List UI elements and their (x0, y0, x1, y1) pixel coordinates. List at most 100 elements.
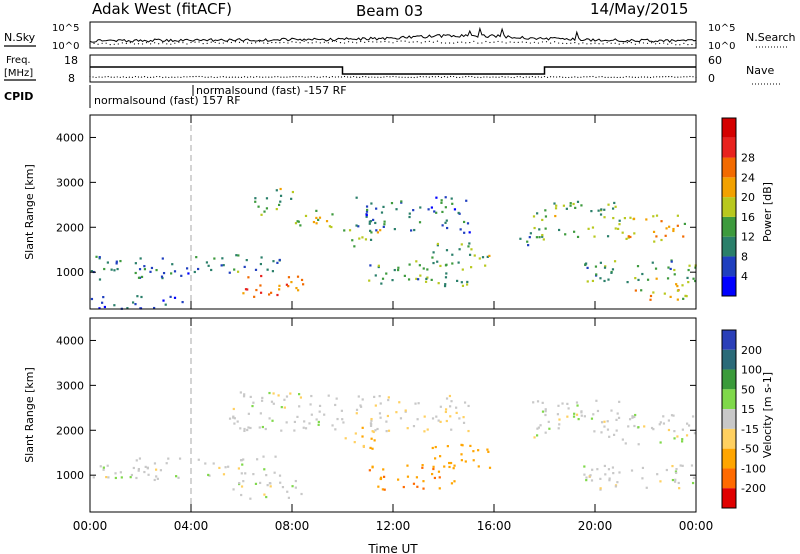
power-cell-7 (430, 206, 433, 209)
power-cell-9 (470, 266, 473, 269)
power-cell-7 (372, 218, 375, 222)
noise-search-point (578, 43, 580, 45)
power-cell-10 (614, 227, 617, 230)
power-cell-4 (275, 207, 278, 211)
nave-point (589, 76, 591, 78)
power-cell-13 (649, 298, 652, 301)
velocity-cell-0 (156, 477, 159, 480)
nave-point (168, 76, 170, 79)
velocity-cell-5 (385, 430, 388, 433)
velocity-cell-3 (289, 392, 292, 395)
velocity-cell-8 (558, 423, 561, 426)
velocity-cell-6 (422, 480, 425, 483)
power-cell-10 (565, 207, 568, 210)
power-cell-3 (297, 289, 300, 292)
noise-search-point (687, 43, 689, 46)
power-cell-10 (554, 214, 557, 218)
velocity-cell-3 (239, 391, 242, 394)
noise-search-point (259, 41, 261, 43)
power-cell-13 (681, 284, 684, 287)
velocity-cell-6 (416, 485, 419, 488)
power-cell-2 (220, 264, 223, 267)
power-cell-2 (245, 258, 248, 262)
noise-search-point (121, 42, 123, 44)
velocity-cell-8 (561, 402, 564, 405)
power-cell-4 (290, 197, 293, 200)
velocity-cell-0 (137, 467, 140, 471)
velocity-cell-3 (261, 396, 264, 400)
power-cell-5 (315, 209, 318, 212)
power-cell-10 (544, 227, 547, 230)
velocity-colorbar-swatch-1 (722, 349, 736, 370)
power-cell-4 (265, 207, 269, 210)
power-cell-7 (369, 220, 373, 223)
power-cell-10 (544, 215, 548, 218)
noise-search-point (380, 41, 382, 43)
nave-point (580, 76, 582, 78)
velocity-cell-3 (251, 404, 254, 408)
velocity-cell-0 (143, 470, 146, 474)
velocity-cell-10 (599, 477, 602, 480)
velocity-colorbar-swatch-3 (722, 389, 736, 410)
velocity-cell-3 (261, 425, 264, 429)
power-cell-11 (683, 222, 686, 226)
velocity-cell-5 (406, 427, 409, 430)
power-cell-10 (562, 204, 566, 207)
power-cell-13 (655, 277, 658, 280)
velocity-cell-8 (603, 420, 606, 423)
power-cell-0 (197, 267, 200, 271)
power-cell-1 (131, 301, 135, 304)
power-cell-9 (436, 242, 440, 246)
velocity-cell-10 (596, 468, 599, 471)
nave-point (534, 76, 537, 78)
velocity-cell-10 (679, 464, 682, 467)
velocity-cell-3 (334, 428, 337, 431)
velocity-cell-9 (662, 422, 666, 425)
noise-search-point (453, 42, 455, 44)
power-cell-10 (618, 223, 621, 226)
power-cell-1 (164, 303, 167, 306)
power-cell-10 (599, 213, 603, 216)
velocity-cell-0 (146, 466, 149, 469)
nave-point (577, 76, 579, 78)
power-cell-7 (463, 231, 466, 234)
velocity-cell-0 (175, 475, 178, 478)
velocity-cell-9 (667, 428, 671, 432)
velocity-colorbar-swatch-6 (722, 448, 736, 469)
power-cell-5 (294, 222, 298, 225)
power-cell-14 (526, 240, 529, 243)
nave-point (325, 76, 327, 78)
power-cell-2 (254, 268, 258, 271)
velocity-cell-5 (399, 417, 403, 420)
nave-point (646, 76, 649, 78)
frequency-trace (89, 66, 697, 79)
velocity-cell-5 (373, 395, 376, 399)
velocity-cell-2 (300, 492, 303, 496)
power-cell-7 (450, 197, 453, 200)
nave-point (695, 76, 697, 78)
velocity-cell-5 (445, 419, 448, 423)
noise-search-point (424, 41, 426, 43)
nave-point (101, 76, 103, 78)
velocity-cell-10 (671, 464, 674, 468)
power-cell-5 (317, 218, 320, 221)
noise-search-point (517, 41, 519, 43)
power-cell-3 (296, 275, 300, 278)
velocity-cell-2 (294, 486, 297, 489)
cpid-label: CPID (4, 90, 33, 103)
nave-point (443, 76, 446, 78)
velocity-cell-8 (593, 430, 596, 433)
power-cell-8 (445, 272, 448, 275)
power-cell-10 (555, 204, 558, 207)
power-cell-8 (466, 280, 469, 284)
velocity-cell-10 (614, 485, 617, 488)
power-cell-1 (126, 307, 129, 310)
noise-search-point (141, 43, 144, 45)
noise-search-point (537, 42, 540, 44)
power-cell-13 (669, 295, 672, 298)
nave-point (428, 76, 430, 78)
power-cell-9 (458, 248, 461, 251)
velocity-cell-8 (600, 421, 604, 424)
power-cell-9 (481, 256, 485, 259)
velocity-cell-5 (412, 425, 416, 428)
